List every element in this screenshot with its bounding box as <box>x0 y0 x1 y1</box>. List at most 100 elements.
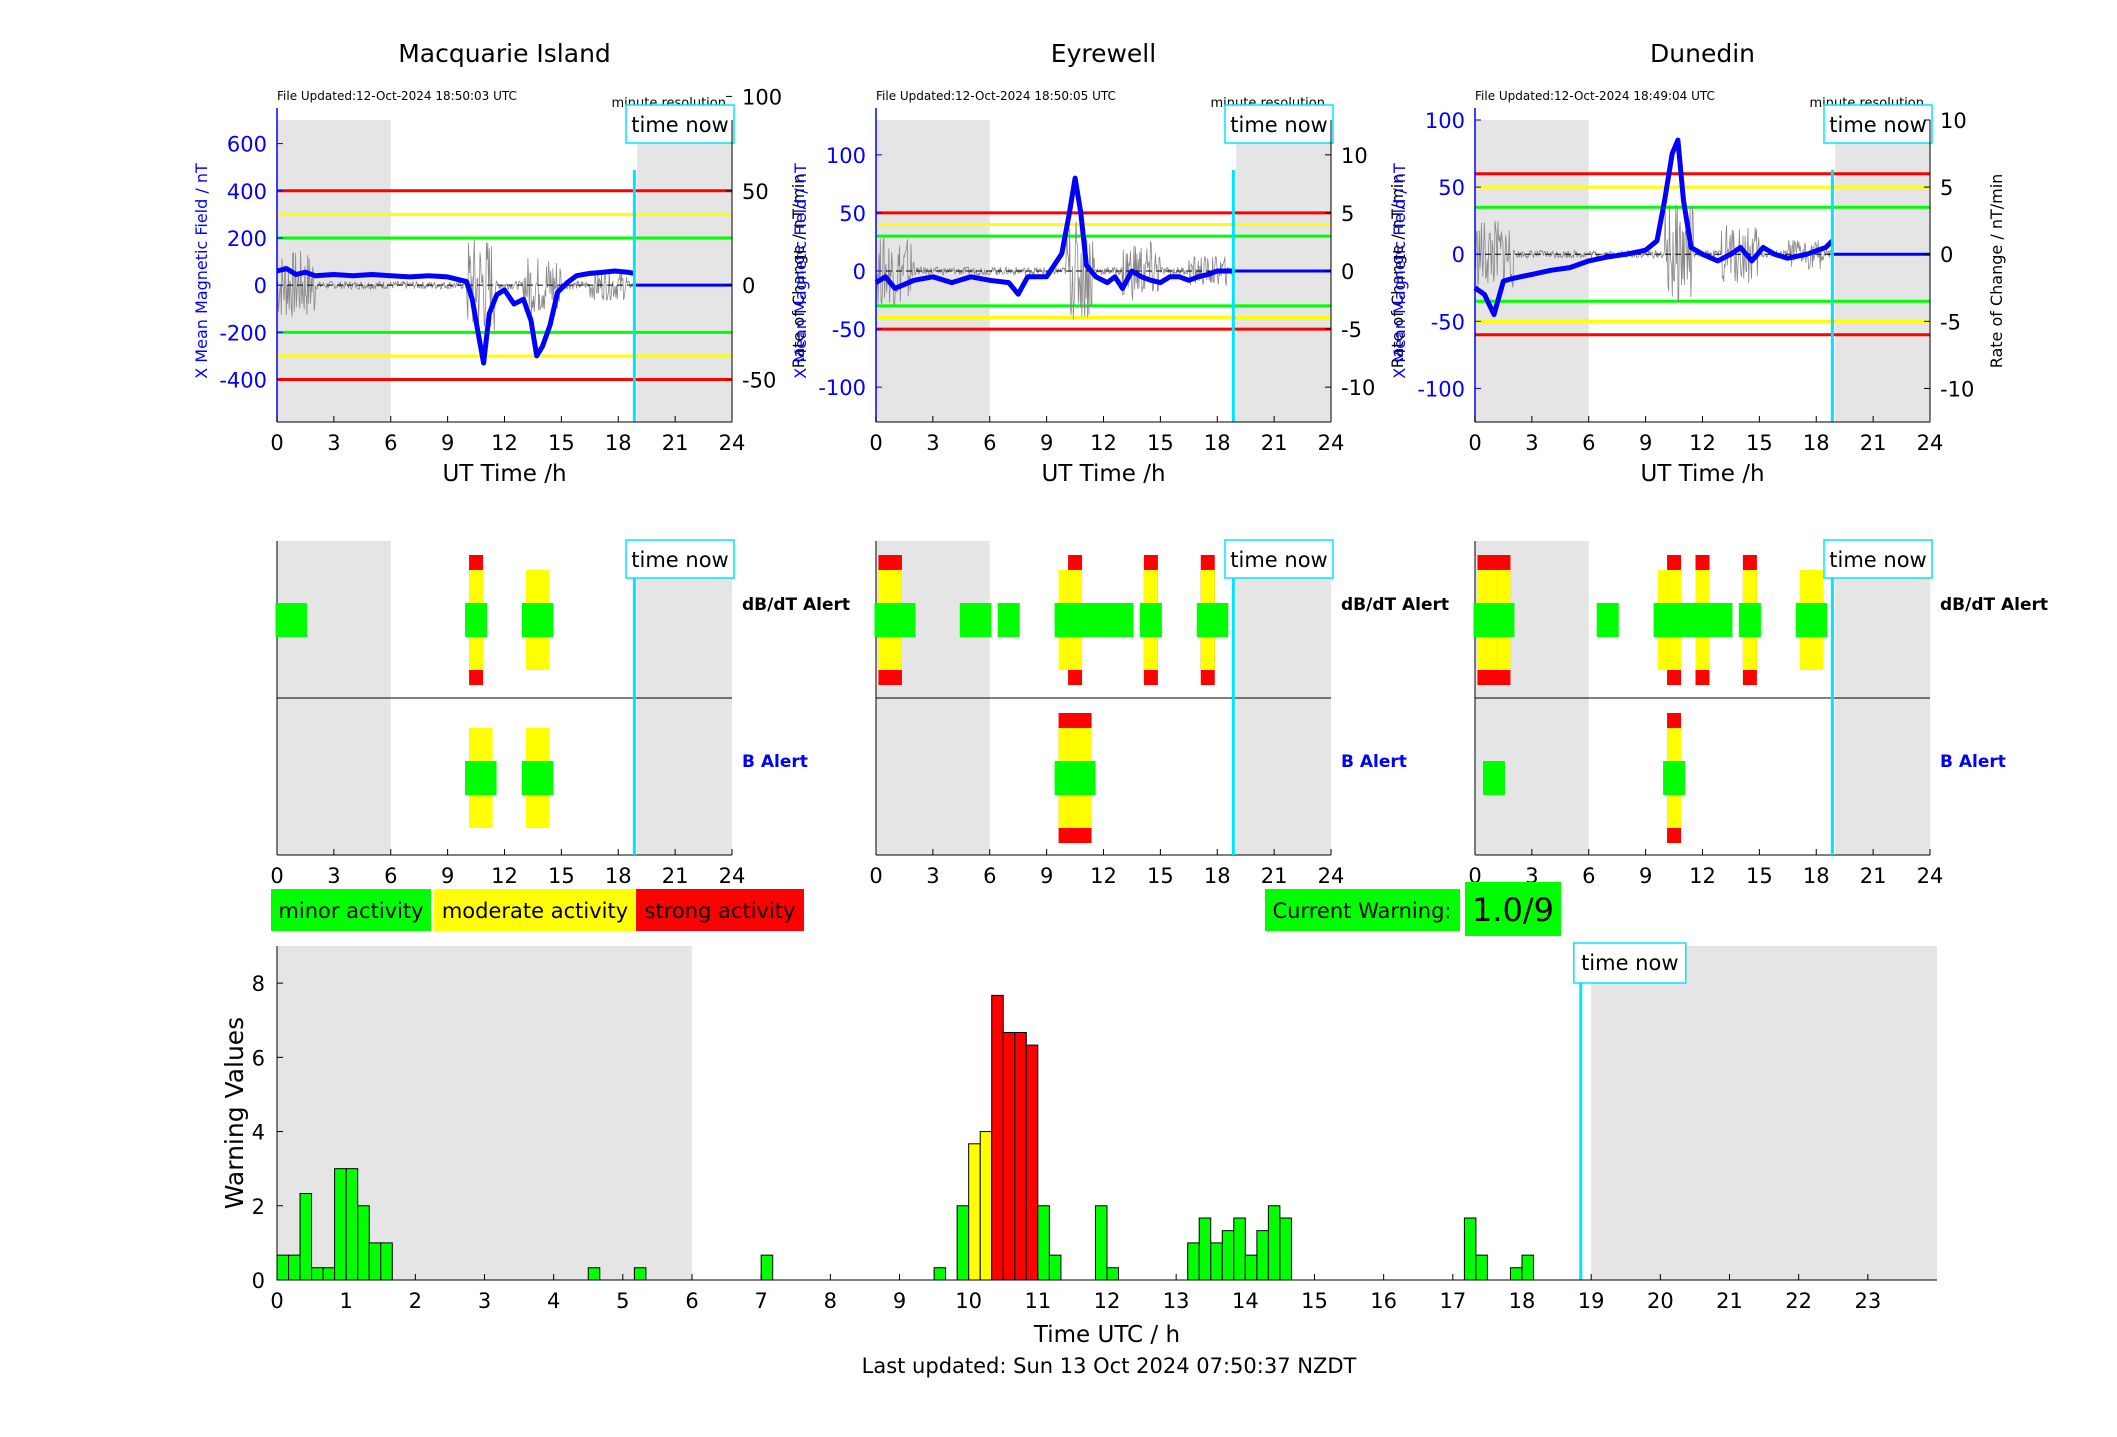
x-tick-label: 15 <box>1147 864 1174 888</box>
x-tick-label: 0 <box>869 431 882 455</box>
dbdt-alert-label: dB/dT Alert <box>1940 595 2048 615</box>
warning-bar <box>1267 1205 1281 1281</box>
y-tick-label: 8 <box>252 972 265 996</box>
station-alert-panel: time now 0 3 6 9 12 15 18 21 24 dB/dT Alert B Alert <box>869 539 1449 888</box>
warning-bar <box>1198 1217 1212 1281</box>
time-now-box <box>625 104 735 144</box>
dbdt-alert-green-mark <box>1596 603 1619 637</box>
x-tick-label: 15 <box>548 431 575 455</box>
x-tick-label: 3 <box>327 864 340 888</box>
warning-bar <box>299 1193 313 1281</box>
x-tick-label: 18 <box>605 864 632 888</box>
x-tick-label: 9 <box>1040 864 1053 888</box>
x-tick-label: 21 <box>1261 864 1288 888</box>
x-tick-label: 24 <box>1318 864 1345 888</box>
right-tick-label: 0 <box>742 274 755 298</box>
x-tick-label: 9 <box>1639 864 1652 888</box>
station-title: Dunedin <box>1650 39 1755 68</box>
magnetic-field-trace <box>874 175 1234 297</box>
x-tick-label: 7 <box>754 1289 767 1313</box>
station-title: Macquarie Island <box>398 39 611 68</box>
time-now-box <box>1224 539 1334 579</box>
time-now-box <box>625 539 735 579</box>
x-tick-label: 18 <box>1803 864 1830 888</box>
x-tick-label: 6 <box>384 431 397 455</box>
time-now-label: time now <box>631 113 728 137</box>
x-tick-label: 15 <box>1301 1289 1328 1313</box>
dbdt-alert-green-mark <box>1206 603 1229 637</box>
right-tick-label: 0 <box>1341 260 1354 284</box>
warning-bar <box>633 1267 647 1281</box>
station-alert-panel: time now 0 3 6 9 12 15 18 21 24 dB/dT Alert B Alert <box>270 539 850 888</box>
x-tick-label: 21 <box>1261 431 1288 455</box>
x-tick-label: 6 <box>685 1289 698 1313</box>
dbdt-alert-label: dB/dT Alert <box>1341 595 1449 615</box>
warning-bar <box>288 1254 301 1281</box>
x-tick-label: 18 <box>1204 864 1231 888</box>
x-tick-label: 12 <box>491 431 518 455</box>
x-tick-label: 21 <box>662 864 689 888</box>
x-tick-label: 23 <box>1854 1289 1881 1313</box>
x-axis-title: UT Time /h <box>442 461 566 487</box>
x-tick-label: 18 <box>605 431 632 455</box>
warning-bar <box>991 994 1004 1281</box>
warning-bar <box>1094 1205 1108 1281</box>
magnetic-field-trace <box>1473 137 1835 318</box>
rate-of-change-trace <box>276 238 635 331</box>
right-tick-label: -50 <box>742 369 776 393</box>
warning-bar <box>1509 1267 1523 1281</box>
right-tick-label: -10 <box>1940 377 1974 401</box>
x-tick-label: 5 <box>616 1289 629 1313</box>
time-now-label: time now <box>1829 113 1926 137</box>
warning-bar <box>956 1205 970 1281</box>
right-tick-label: -10 <box>1341 376 1375 400</box>
left-tick-label: -50 <box>1431 310 1465 334</box>
strong-activity-swatch <box>636 889 804 931</box>
warning-bar <box>1037 1205 1050 1281</box>
x-tick-label: 3 <box>327 431 340 455</box>
dbdt-alert-green-mark <box>1111 603 1134 637</box>
x-tick-label: 18 <box>1204 431 1231 455</box>
x-tick-label: 24 <box>1917 431 1944 455</box>
left-axis-title: X Mean Magnetic Field / nT <box>192 163 211 379</box>
x-tick-label: 21 <box>1860 864 1887 888</box>
x-tick-label: 14 <box>1232 1289 1259 1313</box>
station-panel: Dunedin File Updated:12-Oct-2024 18:49:04… <box>1390 39 2006 487</box>
warning-bar <box>380 1242 393 1281</box>
warning-bar <box>1463 1217 1477 1281</box>
warning-bar <box>1106 1267 1120 1281</box>
left-axis-title: X Mean Magnetic Field / nT <box>791 163 810 379</box>
x-tick-label: 3 <box>478 1289 491 1313</box>
time-now-box <box>1823 539 1933 579</box>
dbdt-alert-green-mark <box>969 603 992 637</box>
station-title: Eyrewell <box>1051 39 1156 68</box>
moderate-activity-swatch <box>434 889 635 931</box>
warning-bar <box>1244 1254 1258 1281</box>
x-tick-label: 9 <box>893 1289 906 1313</box>
time-now-box <box>1224 104 1334 144</box>
warning-bar <box>968 1143 981 1281</box>
warning-bar <box>1279 1217 1292 1281</box>
right-tick-label: 5 <box>1341 202 1354 226</box>
station-panel: Macquarie Island File Updated:12-Oct-2024… <box>192 39 808 487</box>
warning-bar <box>334 1168 347 1281</box>
right-axis-title: Rate of Change / nT/min <box>1388 174 1407 369</box>
x-tick-label: 20 <box>1647 1289 1674 1313</box>
warning-bar <box>276 1254 290 1281</box>
y-tick-label: 6 <box>252 1046 265 1070</box>
y-tick-label: 0 <box>252 1269 265 1293</box>
time-now-label: time now <box>631 548 728 572</box>
x-tick-label: 0 <box>1468 431 1481 455</box>
x-tick-label: 9 <box>1040 431 1053 455</box>
x-tick-label: 15 <box>1147 431 1174 455</box>
left-tick-label: -100 <box>1417 377 1465 401</box>
file-updated-text: File Updated:12-Oct-2024 18:50:03 UTC <box>277 89 517 103</box>
current-warning-value-box <box>1465 882 1561 936</box>
night-shade <box>1835 120 1930 422</box>
dbdt-alert-green-mark <box>465 603 488 637</box>
b-alert-label: B Alert <box>742 752 808 772</box>
x-tick-label: 18 <box>1509 1289 1536 1313</box>
left-tick-label: 0 <box>853 260 866 284</box>
left-tick-label: -400 <box>219 369 267 393</box>
